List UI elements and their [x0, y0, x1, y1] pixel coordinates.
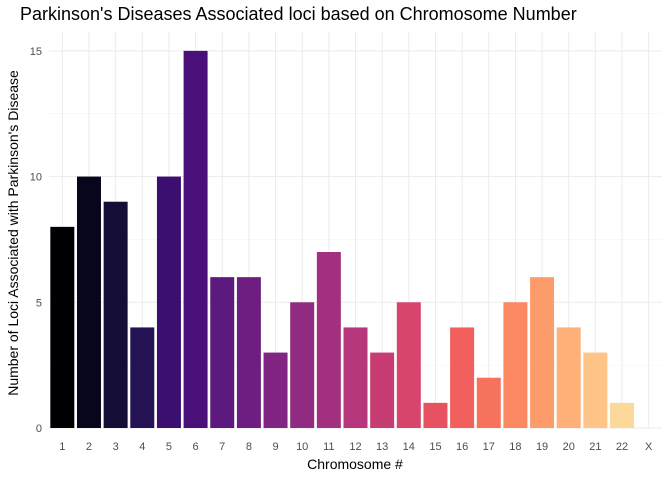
x-tick-label: 8	[246, 441, 252, 453]
bar-chr-16	[450, 327, 475, 428]
bar-chr-10	[290, 302, 315, 428]
bar-chr-17	[476, 377, 501, 428]
x-axis-ticks: 1 2 3 4 5 6 7 8 9 10 11 12 13 14 15 16 17 18 19 20 21 22 X	[59, 441, 653, 453]
bar-chr-9	[263, 352, 288, 428]
x-tick-label: 2	[86, 441, 92, 453]
plot-bars	[50, 50, 635, 428]
x-axis-title: Chromosome #	[307, 456, 403, 472]
x-tick-label: 11	[323, 441, 334, 453]
x-tick-label: 16	[456, 441, 468, 453]
x-tick-label: 12	[349, 441, 361, 453]
y-tick-label: 10	[30, 172, 42, 184]
x-tick-label: 7	[219, 441, 225, 453]
bar-chr-11	[316, 252, 341, 428]
bar-chr-14	[396, 302, 421, 428]
x-tick-label: 15	[429, 441, 441, 453]
x-tick-label: 10	[296, 441, 308, 453]
y-tick-label: 0	[36, 423, 42, 435]
bar-chr-12	[343, 327, 368, 428]
bar-chr-8	[236, 277, 261, 428]
bar-chr-7	[210, 277, 235, 428]
bar-chr-4	[130, 327, 155, 428]
x-tick-label: 4	[139, 441, 145, 453]
bar-chr-20	[556, 327, 581, 428]
bar-chr-5	[156, 176, 181, 428]
x-tick-label: 14	[403, 441, 415, 453]
bar-chr-22	[610, 402, 635, 428]
y-axis-title: Number of Loci Associated with Parkinson…	[5, 70, 21, 396]
x-tick-label: 5	[166, 441, 172, 453]
x-tick-label: 17	[483, 441, 495, 453]
chart-title: Parkinson's Diseases Associated loci bas…	[20, 4, 577, 24]
bar-chr-13	[370, 352, 395, 428]
x-tick-label: 21	[589, 441, 601, 453]
x-tick-label: 6	[193, 441, 199, 453]
x-tick-label: 18	[509, 441, 521, 453]
y-tick-label: 15	[30, 46, 42, 58]
bar-chr-3	[103, 201, 128, 428]
y-axis-ticks: 0 5 10 15	[30, 46, 42, 435]
bar-chr-18	[503, 302, 528, 428]
bar-chr-2	[76, 176, 101, 428]
x-tick-label: 20	[563, 441, 575, 453]
x-tick-label: 9	[272, 441, 278, 453]
x-tick-label: 19	[536, 441, 548, 453]
x-tick-label: 22	[616, 441, 628, 453]
bar-chr-15	[423, 402, 448, 428]
bar-chr-21	[583, 352, 608, 428]
bar-chr-19	[530, 277, 555, 428]
x-tick-label: 13	[376, 441, 388, 453]
x-tick-label: 3	[113, 441, 119, 453]
x-tick-label: X	[645, 441, 653, 453]
y-tick-label: 5	[36, 297, 42, 309]
x-tick-label: 1	[59, 441, 65, 453]
bar-chr-1	[50, 226, 75, 428]
bar-chr-6	[183, 50, 208, 428]
